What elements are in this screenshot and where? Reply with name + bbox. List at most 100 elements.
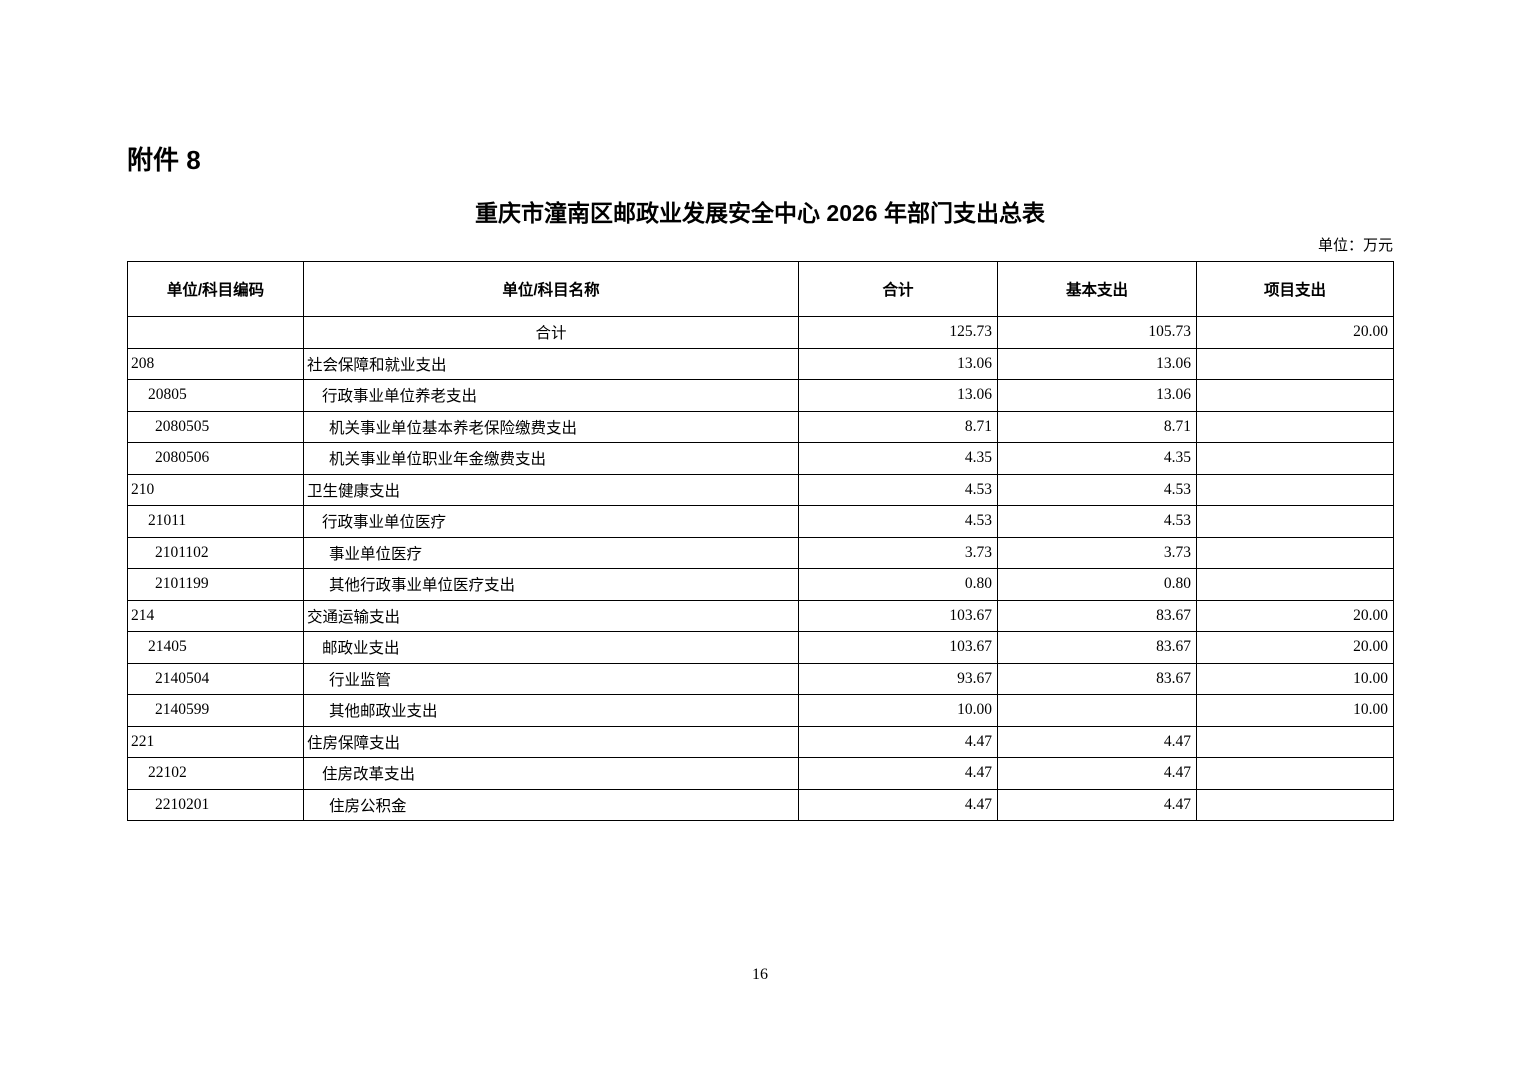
- name-cell: 社会保障和就业支出: [303, 347, 799, 380]
- name-cell: 合计: [303, 316, 799, 349]
- name-cell: 事业单位医疗: [303, 536, 799, 569]
- total-cell: 4.47: [798, 788, 998, 821]
- header-project-spend: 项目支出: [1196, 261, 1394, 317]
- table-row: 21405 邮政业支出 103.67 83.67 20.00: [127, 631, 1394, 664]
- code-cell: [127, 316, 304, 349]
- table-row: 214 交通运输支出 103.67 83.67 20.00: [127, 599, 1394, 632]
- budget-table: 单位/科目编码 单位/科目名称 合计 基本支出 项目支出 合计 125.73 105…: [127, 261, 1394, 821]
- table-row: 22102 住房改革支出 4.47 4.47: [127, 757, 1394, 790]
- page-number: 16: [752, 966, 768, 983]
- code-cell: 210: [127, 473, 304, 506]
- project-cell: 20.00: [1196, 316, 1394, 349]
- table-row: 2101102 事业单位医疗 3.73 3.73: [127, 536, 1394, 569]
- code-cell: 208: [127, 347, 304, 380]
- header-total: 合计: [798, 261, 998, 317]
- code-cell: 21405: [127, 631, 304, 664]
- table-row: 2080505 机关事业单位基本养老保险缴费支出 8.71 8.71: [127, 410, 1394, 443]
- total-cell: 103.67: [798, 599, 998, 632]
- basic-cell: 83.67: [997, 599, 1197, 632]
- code-cell: 2140599: [127, 694, 304, 727]
- basic-cell: 13.06: [997, 347, 1197, 380]
- project-cell: [1196, 379, 1394, 412]
- code-cell: 22102: [127, 757, 304, 790]
- project-cell: [1196, 410, 1394, 443]
- name-cell: 交通运输支出: [303, 599, 799, 632]
- basic-cell: 4.53: [997, 505, 1197, 538]
- table-row: 2101199 其他行政事业单位医疗支出 0.80 0.80: [127, 568, 1394, 601]
- name-cell: 行业监管: [303, 662, 799, 695]
- basic-cell: 4.53: [997, 473, 1197, 506]
- table-row: 20805 行政事业单位养老支出 13.06 13.06: [127, 379, 1394, 412]
- table-row: 210 卫生健康支出 4.53 4.53: [127, 473, 1394, 506]
- table-row: 2140504 行业监管 93.67 83.67 10.00: [127, 662, 1394, 695]
- basic-cell: 83.67: [997, 662, 1197, 695]
- page-title: 重庆市潼南区邮政业发展安全中心 2026 年部门支出总表: [475, 200, 1045, 226]
- table-row: 21011 行政事业单位医疗 4.53 4.53: [127, 505, 1394, 538]
- unit-note: 单位：万元: [1317, 237, 1393, 254]
- project-cell: 20.00: [1196, 631, 1394, 664]
- total-cell: 4.53: [798, 505, 998, 538]
- code-cell: 21011: [127, 505, 304, 538]
- table-header-row: 单位/科目编码 单位/科目名称 合计 基本支出 项目支出: [127, 261, 1394, 317]
- total-cell: 0.80: [798, 568, 998, 601]
- total-cell: 8.71: [798, 410, 998, 443]
- name-cell: 卫生健康支出: [303, 473, 799, 506]
- code-cell: 20805: [127, 379, 304, 412]
- basic-cell: 105.73: [997, 316, 1197, 349]
- total-cell: 103.67: [798, 631, 998, 664]
- project-cell: 10.00: [1196, 694, 1394, 727]
- total-cell: 4.47: [798, 725, 998, 758]
- project-cell: [1196, 725, 1394, 758]
- basic-cell: 4.47: [997, 788, 1197, 821]
- name-cell: 机关事业单位职业年金缴费支出: [303, 442, 799, 475]
- basic-cell: 0.80: [997, 568, 1197, 601]
- basic-cell: 8.71: [997, 410, 1197, 443]
- code-cell: 221: [127, 725, 304, 758]
- project-cell: 20.00: [1196, 599, 1394, 632]
- total-cell: 10.00: [798, 694, 998, 727]
- project-cell: [1196, 757, 1394, 790]
- basic-cell: 4.35: [997, 442, 1197, 475]
- code-cell: 2210201: [127, 788, 304, 821]
- header-basic-spend: 基本支出: [997, 261, 1197, 317]
- project-cell: [1196, 473, 1394, 506]
- code-cell: 214: [127, 599, 304, 632]
- basic-cell: [997, 694, 1197, 727]
- total-cell: 125.73: [798, 316, 998, 349]
- code-cell: 2080506: [127, 442, 304, 475]
- project-cell: [1196, 568, 1394, 601]
- code-cell: 2101199: [127, 568, 304, 601]
- project-cell: 10.00: [1196, 662, 1394, 695]
- header-unit-code: 单位/科目编码: [127, 261, 304, 317]
- table-row: 2210201 住房公积金 4.47 4.47: [127, 788, 1394, 821]
- basic-cell: 3.73: [997, 536, 1197, 569]
- project-cell: [1196, 788, 1394, 821]
- total-cell: 4.53: [798, 473, 998, 506]
- name-cell: 住房公积金: [303, 788, 799, 821]
- name-cell: 行政事业单位医疗: [303, 505, 799, 538]
- project-cell: [1196, 536, 1394, 569]
- name-cell: 其他邮政业支出: [303, 694, 799, 727]
- name-cell: 住房改革支出: [303, 757, 799, 790]
- code-cell: 2140504: [127, 662, 304, 695]
- code-cell: 2080505: [127, 410, 304, 443]
- table-row: 221 住房保障支出 4.47 4.47: [127, 725, 1394, 758]
- total-cell: 4.35: [798, 442, 998, 475]
- total-cell: 4.47: [798, 757, 998, 790]
- basic-cell: 4.47: [997, 757, 1197, 790]
- basic-cell: 4.47: [997, 725, 1197, 758]
- table-row: 2080506 机关事业单位职业年金缴费支出 4.35 4.35: [127, 442, 1394, 475]
- name-cell: 住房保障支出: [303, 725, 799, 758]
- total-cell: 13.06: [798, 379, 998, 412]
- table-row: 2140599 其他邮政业支出 10.00 10.00: [127, 694, 1394, 727]
- total-cell: 93.67: [798, 662, 998, 695]
- project-cell: [1196, 505, 1394, 538]
- basic-cell: 83.67: [997, 631, 1197, 664]
- header-unit-name: 单位/科目名称: [303, 261, 799, 317]
- table-row: 208 社会保障和就业支出 13.06 13.06: [127, 347, 1394, 380]
- table-row: 合计 125.73 105.73 20.00: [127, 316, 1394, 349]
- code-cell: 2101102: [127, 536, 304, 569]
- project-cell: [1196, 347, 1394, 380]
- total-cell: 3.73: [798, 536, 998, 569]
- name-cell: 行政事业单位养老支出: [303, 379, 799, 412]
